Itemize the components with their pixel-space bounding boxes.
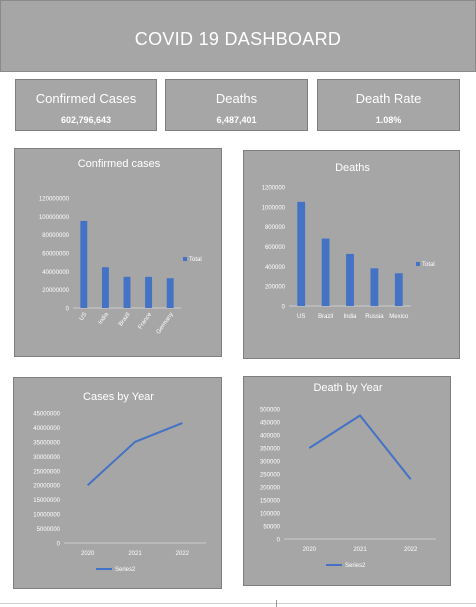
x-tick-label: 2020 [81, 551, 95, 557]
y-tick-label: 10000000 [33, 513, 60, 519]
series-line [86, 422, 183, 486]
legend-label: Total [189, 257, 202, 263]
dashboard-header: COVID 19 DASHBOARD [0, 0, 476, 72]
y-tick-label: 20000000 [33, 484, 60, 490]
chart-title: Cases by Year [83, 391, 154, 403]
y-tick-label: 200000 [260, 486, 281, 492]
bar [297, 201, 306, 306]
y-tick-label: 120000000 [39, 197, 70, 203]
y-tick-label: 600000 [265, 245, 286, 251]
legend-swatch [416, 262, 420, 266]
y-tick-label: 300000 [260, 460, 281, 466]
kpi-confirmed-cases: Confirmed Cases 602,796,643 [15, 79, 157, 131]
y-tick-label: 150000 [260, 499, 281, 505]
x-tick-label: Brazil [118, 312, 132, 328]
y-tick-label: 500000 [260, 408, 281, 414]
y-tick-label: 1000000 [262, 205, 286, 211]
y-tick-label: 5000000 [37, 527, 61, 533]
kpi-value: 6,487,401 [216, 115, 257, 125]
bar [123, 276, 131, 308]
footer-divider [0, 603, 476, 604]
chart-title: Confirmed cases [78, 158, 161, 170]
cases-by-year-chart: Cases by Year 0 5000000 10000000 15000000 200… [13, 377, 222, 589]
deaths-chart: Deaths 0 200000 400000 600000 800000 1000000 12… [243, 150, 460, 359]
x-tick-label: 2022 [176, 551, 190, 557]
bar [101, 267, 109, 308]
x-tick-label: France [138, 311, 154, 330]
kpi-death-rate: Death Rate 1.08% [317, 79, 460, 131]
y-tick-label: 100000 [260, 512, 281, 518]
y-tick-label: 60000000 [42, 252, 69, 258]
dashboard-title: COVID 19 DASHBOARD [134, 29, 342, 49]
y-tick-label: 40000000 [42, 270, 69, 276]
x-tick-label: Brazil [318, 314, 333, 320]
chart-title: Deaths [335, 162, 370, 174]
y-tick-label: 80000000 [42, 233, 69, 239]
x-tick-label: US [79, 312, 89, 322]
y-tick-label: 0 [282, 305, 286, 311]
x-tick-label: India [343, 314, 357, 320]
legend-label: Series2 [115, 567, 136, 573]
y-tick-label: 0 [277, 538, 281, 544]
y-tick-label: 0 [66, 307, 70, 313]
chart-svg: Cases by Year 0 5000000 10000000 15000000 200… [33, 391, 206, 573]
x-tick-label: 2021 [353, 547, 367, 553]
chart-title: Death by Year [313, 382, 382, 394]
y-tick-label: 50000 [263, 525, 280, 531]
y-tick-label: 0 [57, 542, 61, 548]
footer-tick [276, 600, 277, 607]
bar [394, 273, 403, 306]
bar [145, 276, 153, 308]
bar [166, 278, 174, 308]
y-tick-label: 250000 [260, 473, 281, 479]
kpi-value: 1.08% [375, 115, 402, 125]
series-line [308, 414, 412, 480]
x-tick-label: 2022 [404, 547, 418, 553]
kpi-label: Confirmed Cases [35, 91, 137, 106]
y-tick-label: 400000 [265, 265, 286, 271]
kpi-value: 602,796,643 [60, 115, 112, 125]
y-tick-label: 15000000 [33, 498, 60, 504]
chart-svg: Deaths 0 200000 400000 600000 800000 1000000 12… [262, 162, 435, 320]
y-tick-label: 1200000 [262, 186, 286, 192]
y-tick-label: 20000000 [42, 288, 69, 294]
y-tick-label: 40000000 [33, 426, 60, 432]
y-tick-label: 350000 [260, 447, 281, 453]
confirmed-cases-chart: Confirmed cases 0 20000000 40000000 60000000… [14, 148, 222, 357]
x-tick-label: India [98, 311, 111, 326]
legend-label: Series2 [345, 563, 366, 569]
y-tick-label: 200000 [265, 285, 286, 291]
chart-svg: Death by Year 0 50000 100000 150000 200000 250… [260, 382, 436, 569]
bar [321, 238, 330, 306]
x-tick-label: 2021 [128, 551, 142, 557]
legend-label: Total [422, 262, 435, 268]
x-tick-label: Russia [365, 314, 384, 320]
bar [80, 220, 88, 308]
x-tick-label: Germany [156, 312, 175, 336]
y-tick-label: 400000 [260, 434, 281, 440]
y-tick-label: 35000000 [33, 440, 60, 446]
deaths-by-year-chart: Death by Year 0 50000 100000 150000 200000 250… [243, 376, 451, 586]
bar [370, 268, 379, 306]
y-tick-label: 800000 [265, 225, 286, 231]
x-tick-label: Mexico [389, 314, 409, 320]
y-tick-label: 25000000 [33, 469, 60, 475]
y-tick-label: 45000000 [33, 412, 60, 418]
bar [346, 253, 354, 306]
x-tick-label: US [297, 314, 305, 320]
y-tick-label: 450000 [260, 421, 281, 427]
y-tick-label: 100000000 [39, 215, 70, 221]
legend-swatch [183, 257, 187, 261]
chart-svg: Confirmed cases 0 20000000 40000000 60000000… [39, 158, 202, 336]
x-tick-label: 2020 [303, 547, 317, 553]
kpi-deaths: Deaths 6,487,401 [165, 79, 308, 131]
y-tick-label: 30000000 [33, 455, 60, 461]
kpi-label: Deaths [215, 91, 258, 106]
kpi-label: Death Rate [355, 91, 422, 106]
